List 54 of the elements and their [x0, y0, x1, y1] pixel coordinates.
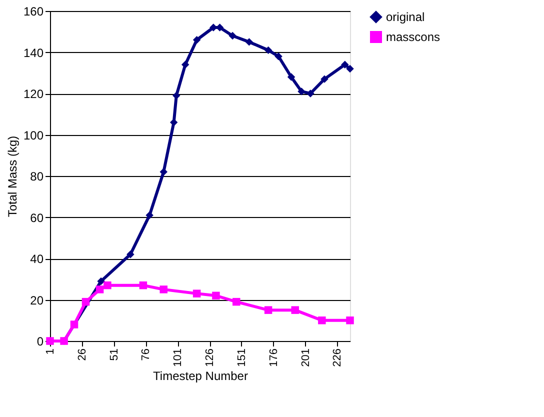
point — [104, 281, 112, 290]
x-tick-label: 51 — [108, 348, 120, 361]
x-tick-label: 201 — [300, 348, 312, 367]
x-tick-label: 26 — [76, 348, 88, 361]
y-tick-label: 80 — [30, 170, 44, 184]
point — [318, 316, 326, 324]
point — [70, 320, 78, 328]
point — [160, 168, 168, 176]
point — [274, 52, 282, 60]
point — [139, 281, 148, 290]
point — [346, 64, 354, 73]
point — [146, 211, 154, 220]
point — [264, 46, 272, 54]
point — [320, 75, 328, 83]
point — [192, 290, 201, 298]
x-tick-label: 126 — [204, 348, 216, 367]
x-tick-label: 151 — [236, 348, 248, 367]
x-tick-label: 226 — [332, 348, 344, 367]
point — [264, 306, 272, 314]
legend-label: original — [386, 10, 425, 24]
y-axis-title: Total Mass (kg) — [5, 136, 20, 218]
point — [346, 316, 354, 324]
x-axis-title: Timestep Number — [153, 368, 248, 383]
y-tick-label: 100 — [23, 128, 44, 142]
y-tick-label: 20 — [30, 293, 44, 308]
point — [192, 36, 201, 44]
point — [160, 286, 168, 294]
x-tick-label: 176 — [268, 348, 280, 367]
point — [96, 286, 104, 294]
point — [306, 90, 314, 98]
y-tick-label: 160 — [23, 4, 44, 18]
point — [172, 92, 180, 100]
point — [82, 298, 90, 306]
point — [212, 292, 220, 300]
point — [287, 73, 296, 81]
point — [232, 298, 240, 306]
point — [341, 60, 349, 68]
point — [181, 60, 190, 68]
point — [228, 32, 236, 40]
y-tick-label: 0 — [36, 334, 44, 348]
y-tick-label: 40 — [30, 252, 44, 266]
point — [245, 38, 254, 46]
legend-label: masscons — [386, 30, 440, 44]
x-tick-label: 101 — [172, 348, 184, 367]
point — [291, 306, 299, 314]
point — [97, 277, 105, 286]
point — [126, 250, 134, 258]
point — [170, 118, 178, 126]
y-tick-label: 60 — [30, 210, 44, 225]
y-tick-label: 120 — [23, 87, 44, 101]
x-tick-label: 76 — [140, 348, 152, 361]
point — [298, 88, 306, 96]
x-tick-label: 1 — [44, 348, 56, 355]
y-tick-label: 140 — [23, 46, 44, 60]
